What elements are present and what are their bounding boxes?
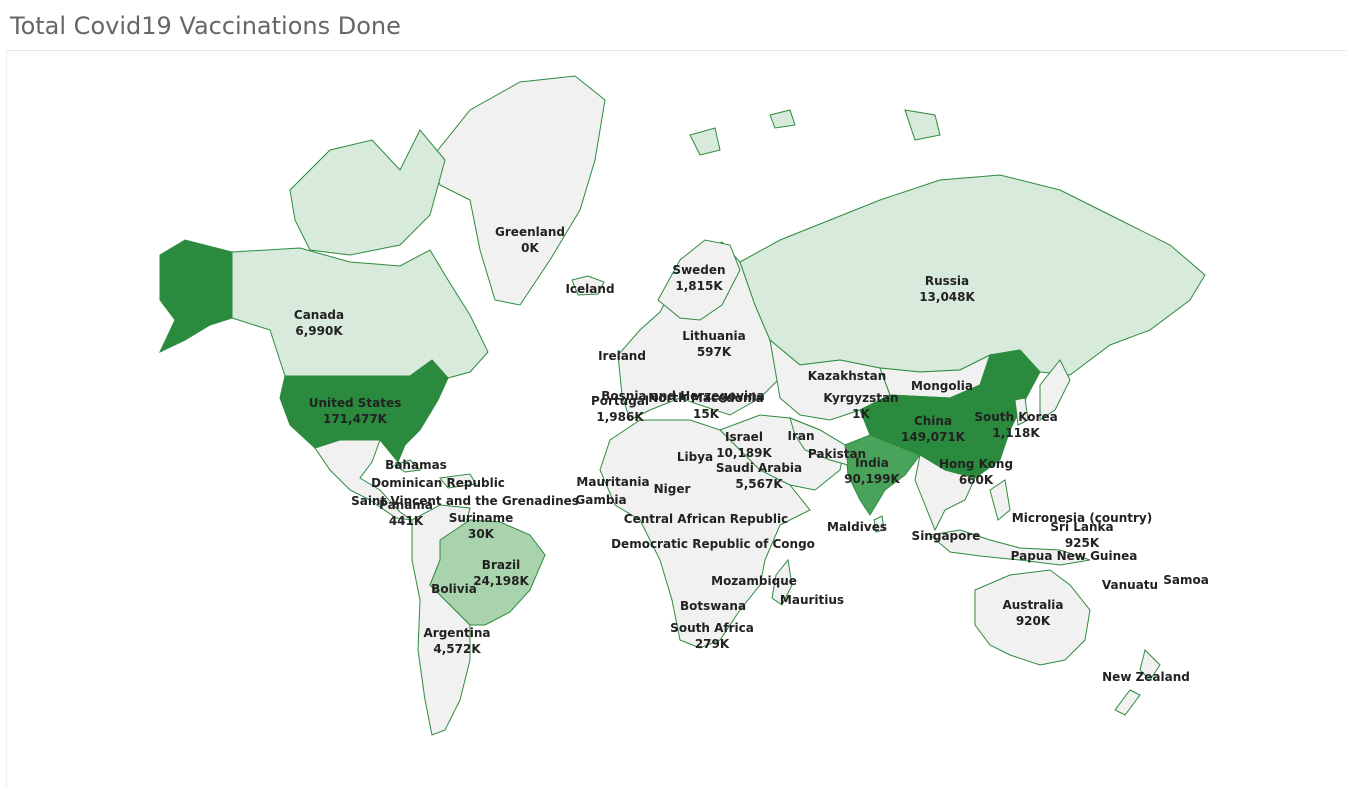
label-mongolia[interactable]: Mongolia: [911, 379, 973, 393]
label-drc[interactable]: Democratic Republic of Congo: [611, 537, 815, 551]
label-panama[interactable]: Panama 441K: [379, 498, 433, 528]
label-saudi-arabia[interactable]: Saudi Arabia 5,567K: [715, 461, 803, 491]
label-israel[interactable]: Israel 10,189K: [716, 430, 772, 460]
land-usa: [279, 359, 449, 463]
label-russia[interactable]: Russia 13,048K: [919, 274, 975, 304]
label-sri-lanka[interactable]: Sri Lanka 925K: [1050, 520, 1114, 550]
label-china[interactable]: China 149,071K: [901, 414, 965, 444]
land-scandinavia: [657, 239, 741, 321]
land-korea-japan: [1014, 359, 1071, 426]
label-sweden[interactable]: Sweden 1,815K: [672, 263, 726, 293]
label-brazil[interactable]: Brazil 24,198K: [473, 558, 529, 588]
land-alaska: [158, 239, 233, 354]
label-dominican-republic[interactable]: Dominican Republic: [371, 476, 505, 490]
label-pakistan[interactable]: Pakistan: [807, 447, 867, 461]
world-map[interactable]: Greenland 0K Iceland Sweden 1,815K Russia 1…: [156, 60, 1209, 750]
land-iran-pakistan: [789, 417, 849, 466]
label-south-africa[interactable]: South Africa 279K: [670, 621, 754, 651]
land-mexico: [314, 439, 413, 521]
label-hong-kong[interactable]: Hong Kong 660K: [938, 457, 1014, 487]
label-australia[interactable]: Australia 920K: [1002, 598, 1064, 628]
title-divider: [6, 50, 1346, 51]
land-india: [844, 434, 921, 516]
label-bahamas[interactable]: Bahamas: [385, 458, 447, 472]
land-canada: [231, 247, 489, 379]
label-micronesia[interactable]: Micronesia (country): [1011, 511, 1153, 525]
label-botswana[interactable]: Botswana: [679, 599, 747, 613]
label-bolivia[interactable]: Bolivia: [431, 582, 477, 596]
label-bosnia[interactable]: Bosnia and Herzegovina: [601, 389, 765, 403]
label-kyrgyzstan[interactable]: Kyrgyzstan 1K: [823, 391, 899, 421]
label-mauritius[interactable]: Mauritius: [779, 593, 845, 607]
label-mauritania[interactable]: Mauritania: [576, 475, 650, 489]
label-singapore[interactable]: Singapore: [911, 529, 981, 543]
label-kazakhstan[interactable]: Kazakhstan: [807, 369, 887, 383]
label-niger[interactable]: Niger: [653, 482, 691, 496]
label-new-zealand[interactable]: New Zealand: [1102, 670, 1190, 684]
label-lithuania[interactable]: Lithuania 597K: [682, 329, 746, 359]
land-brazil: [429, 519, 546, 626]
label-united-states[interactable]: United States 171,477K: [308, 396, 402, 426]
land-arctic-islands: [289, 129, 446, 256]
label-suriname[interactable]: Suriname 30K: [448, 511, 514, 541]
label-greenland[interactable]: Greenland 0K: [495, 225, 565, 255]
land-australia: [974, 569, 1091, 666]
label-canada[interactable]: Canada 6,990K: [293, 308, 345, 338]
land-se-asia: [914, 454, 976, 532]
label-iceland[interactable]: Iceland: [565, 282, 615, 296]
label-vanuatu[interactable]: Vanuatu: [1101, 578, 1159, 592]
label-north-macedonia[interactable]: North Macedonia 15K: [648, 391, 764, 421]
label-iran[interactable]: Iran: [787, 429, 815, 443]
land-sri-lanka: [873, 515, 885, 533]
land-indonesia: [928, 479, 1091, 566]
page-title: Total Covid19 Vaccinations Done: [10, 12, 401, 40]
label-saint-vincent[interactable]: Saint Vincent and the Grenadines: [351, 494, 579, 508]
land-madagascar: [771, 558, 793, 606]
label-central-african-republic[interactable]: Central African Republic: [623, 512, 789, 526]
map-shapes: [158, 75, 1206, 736]
label-south-korea[interactable]: South Korea 1,118K: [974, 410, 1058, 440]
label-portugal[interactable]: Portugal 1,986K: [590, 394, 650, 424]
land-africa: [599, 419, 811, 649]
label-gambia[interactable]: Gambia: [575, 493, 627, 507]
label-mozambique[interactable]: Mozambique: [711, 574, 797, 588]
land-greenland: [429, 75, 606, 306]
label-libya[interactable]: Libya: [676, 450, 714, 464]
label-samoa[interactable]: Samoa: [1163, 573, 1209, 587]
label-maldives[interactable]: Maldives: [827, 520, 887, 534]
label-india[interactable]: India 90,199K: [844, 456, 900, 486]
land-svalbard: [689, 109, 941, 156]
label-papua-new-guinea[interactable]: Papua New Guinea: [1010, 549, 1138, 563]
land-caribbean: [393, 459, 477, 489]
frame-border: [6, 51, 7, 787]
land-iceland: [571, 275, 605, 296]
label-argentina[interactable]: Argentina 4,572K: [423, 626, 491, 656]
label-ireland[interactable]: Ireland: [598, 349, 646, 363]
land-new-zealand: [1114, 649, 1161, 716]
